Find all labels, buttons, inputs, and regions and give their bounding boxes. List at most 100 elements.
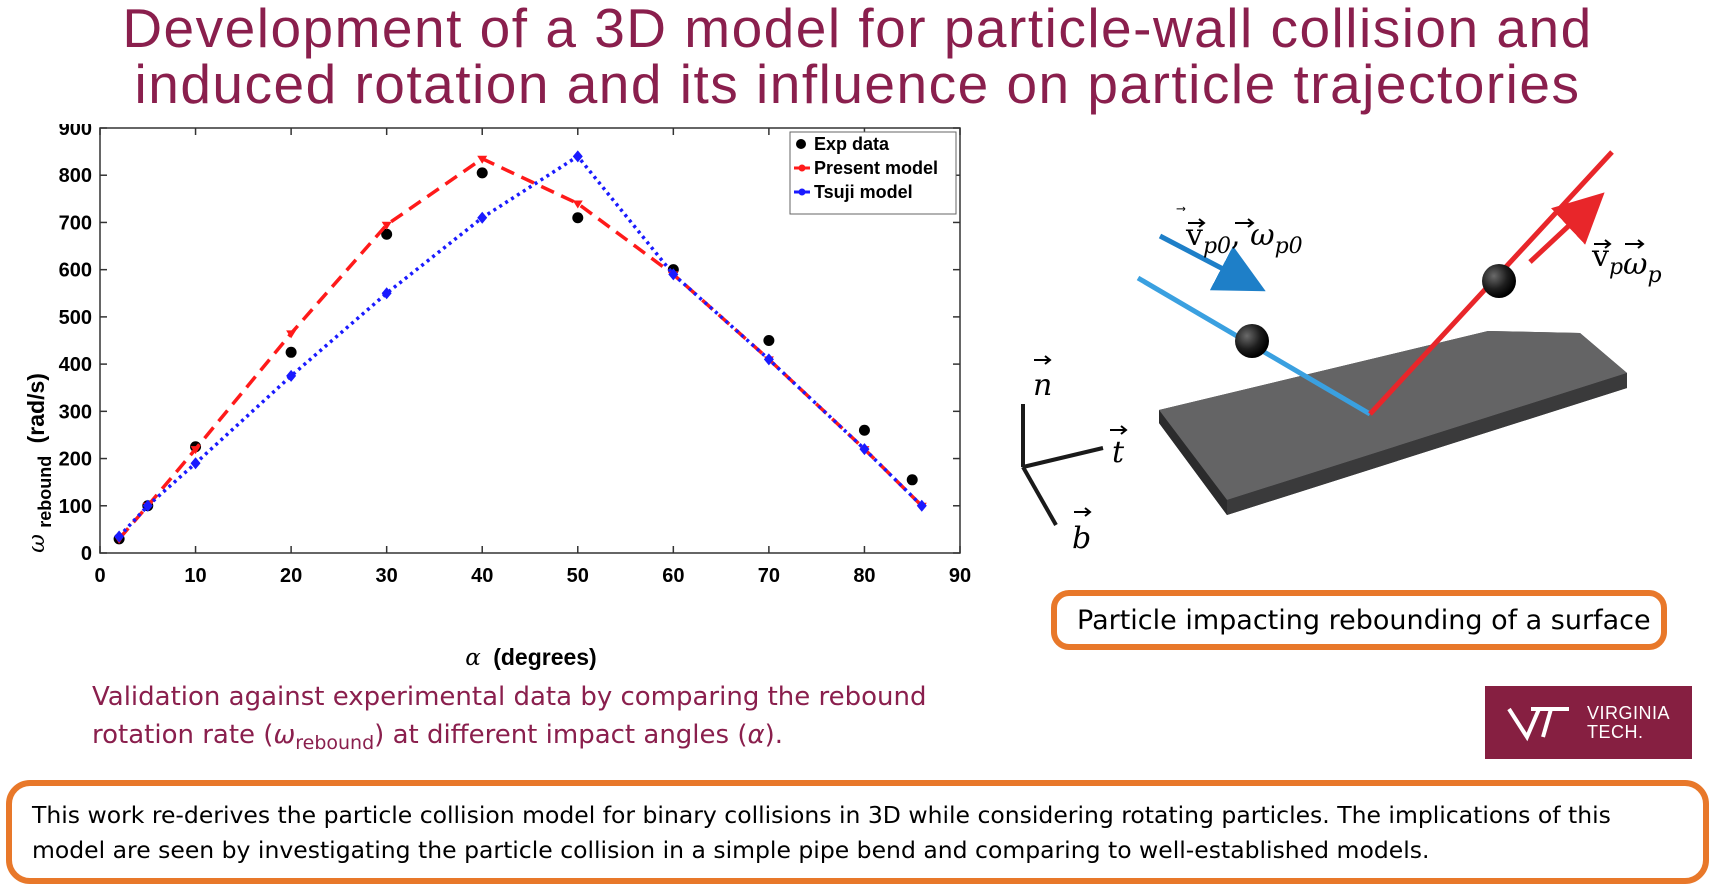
series-tsuji-model <box>114 150 927 543</box>
y-axis-label: ω rebound (rad/s) <box>23 373 56 553</box>
vector-arrow-marks <box>1188 218 1645 249</box>
x-tick-label: 70 <box>758 565 780 587</box>
data-point <box>114 530 125 543</box>
outgoing-arrow-icon <box>1528 192 1605 264</box>
legend-box <box>789 131 957 215</box>
chart-caption: Validation against experimental data by … <box>92 678 932 762</box>
svg-text:ω rebound (rad/s): ω rebound (rad/s) <box>23 373 56 553</box>
y-axis-unit: (rad/s) <box>23 373 49 443</box>
data-point <box>477 211 488 224</box>
legend-label: Exp data <box>814 134 890 154</box>
diagram-caption-box: Particle impacting rebounding of a surfa… <box>1051 590 1667 650</box>
axis-t-arrow-icon <box>1110 425 1128 435</box>
data-point <box>190 446 201 455</box>
coordinate-axes-icon <box>1021 404 1104 526</box>
y-tick-label: 0 <box>81 543 92 565</box>
surface-slab <box>1159 331 1627 515</box>
data-point <box>858 424 870 436</box>
page-title: Development of a 3D model for particle-w… <box>0 0 1715 112</box>
legend-item: Exp data <box>796 134 890 154</box>
y-tick-label: 400 <box>59 354 92 376</box>
legend-marker <box>796 139 806 149</box>
legend-label: Present model <box>814 158 938 178</box>
data-point <box>286 369 297 382</box>
legend-item: Present model <box>794 158 938 178</box>
x-tick-label: 40 <box>471 565 493 587</box>
chart-axes: 0 10 20 30 40 50 60 70 80 90010020030040050060070… <box>59 124 972 587</box>
data-point <box>859 443 870 456</box>
data-point <box>142 499 153 512</box>
caption-line-2b: ) at different impact angles ( <box>374 720 748 750</box>
caption-line-1: Validation against experimental data by … <box>92 682 927 712</box>
x-axis-label: α (degrees) <box>465 644 596 671</box>
y-axis-symbol: ω <box>24 534 50 553</box>
summary-text: This work re-derives the particle collis… <box>32 801 1611 864</box>
incoming-vec-arrows: ⃗ <box>1176 206 1186 211</box>
x-tick-label: 60 <box>662 565 684 587</box>
data-point <box>572 150 583 163</box>
legend-item: Tsuji model <box>794 182 913 202</box>
summary-box: This work re-derives the particle collis… <box>6 780 1709 884</box>
y-tick-label: 600 <box>59 260 92 282</box>
virginia-tech-logo: VIRGINIA TECH. <box>1485 686 1692 759</box>
data-point <box>477 155 488 164</box>
x-tick-label: 20 <box>280 565 302 587</box>
axis-n-label: n <box>1033 368 1052 403</box>
diagram-caption-text: Particle impacting rebounding of a surfa… <box>1077 604 1651 636</box>
data-point <box>916 499 927 512</box>
data-point <box>285 346 297 358</box>
y-tick-label: 300 <box>59 401 92 423</box>
axis-b-arrow-icon <box>1074 507 1092 517</box>
outgoing-label: vpωp <box>1591 239 1662 288</box>
data-point <box>906 474 918 486</box>
x-axis-text: (degrees) <box>493 644 597 670</box>
x-tick-label: 80 <box>853 565 875 587</box>
incoming-particle <box>1235 324 1269 358</box>
x-axis-symbol: α <box>465 645 481 671</box>
y-axis-sub: rebound <box>35 456 55 528</box>
x-tick-label: 50 <box>567 565 589 587</box>
y-tick-label: 200 <box>59 449 92 471</box>
x-tick-label: 10 <box>184 565 206 587</box>
logo-line-1: VIRGINIA <box>1586 702 1670 723</box>
y-tick-label: 700 <box>59 212 92 234</box>
legend-marker-dot <box>798 188 806 196</box>
data-point <box>286 330 297 339</box>
plot-frame <box>99 127 961 554</box>
x-tick-label: 30 <box>376 565 398 587</box>
logo-line-2: TECH. <box>1586 721 1644 742</box>
caption-sub: rebound <box>295 732 375 755</box>
y-tick-label: 100 <box>59 496 92 518</box>
rebound-chart: 0 10 20 30 40 50 60 70 80 90010020030040050060070… <box>23 124 972 671</box>
series-line <box>117 156 924 540</box>
chart-series <box>113 150 927 545</box>
x-tick-label: 0 <box>94 565 105 587</box>
data-point <box>476 167 488 179</box>
incoming-arrow-icon <box>1158 233 1266 292</box>
collision-diagram: vp0, ωp0 ⃗ vpωp n t b <box>1021 150 1662 556</box>
data-point <box>572 212 584 224</box>
vt-mark-icon <box>1507 706 1569 741</box>
data-point <box>381 287 392 300</box>
caption-line-2a: rotation rate ( <box>92 720 274 750</box>
outgoing-particle <box>1482 264 1516 298</box>
data-point <box>572 200 583 209</box>
data-point <box>190 457 201 470</box>
title-line-2: induced rotation and its influence on pa… <box>134 53 1581 115</box>
axis-b-label: b <box>1072 521 1091 556</box>
axis-t-label: t <box>1112 435 1125 470</box>
x-tick-label: 90 <box>949 565 971 587</box>
data-point <box>668 268 679 281</box>
caption-line-2c: ). <box>764 720 784 750</box>
data-point <box>381 228 393 240</box>
chart-legend: Exp data Present model Tsuji model <box>789 131 957 215</box>
data-point <box>763 335 775 346</box>
title-line-1: Development of a 3D model for particle-w… <box>122 0 1593 59</box>
y-tick-label: 900 <box>59 124 92 140</box>
caption-omega: ω <box>273 720 296 750</box>
legend-marker-dot <box>798 164 806 172</box>
y-tick-label: 500 <box>59 307 92 329</box>
caption-alpha: α <box>747 720 765 750</box>
y-tick-label: 800 <box>59 165 92 187</box>
incoming-label: vp0, ωp0 <box>1185 218 1303 259</box>
